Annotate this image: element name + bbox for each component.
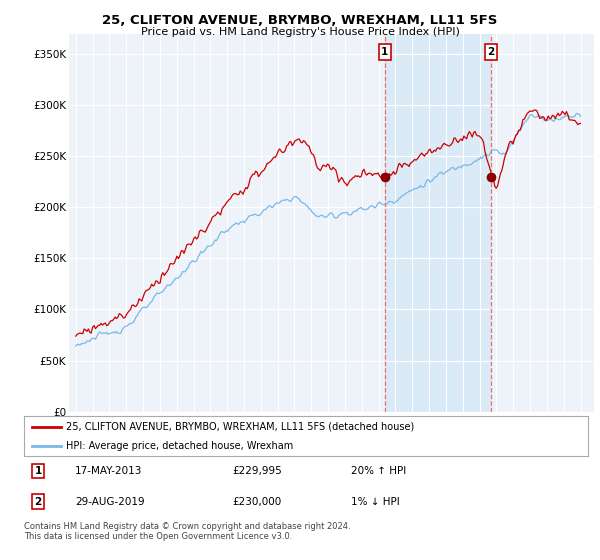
Text: 2: 2 [34, 497, 42, 507]
Text: £229,995: £229,995 [233, 466, 283, 476]
Text: 25, CLIFTON AVENUE, BRYMBO, WREXHAM, LL11 5FS (detached house): 25, CLIFTON AVENUE, BRYMBO, WREXHAM, LL1… [66, 422, 415, 432]
Text: 2: 2 [487, 47, 494, 57]
Text: £230,000: £230,000 [233, 497, 282, 507]
Text: HPI: Average price, detached house, Wrexham: HPI: Average price, detached house, Wrex… [66, 441, 293, 450]
Text: 17-MAY-2013: 17-MAY-2013 [75, 466, 142, 476]
Text: 20% ↑ HPI: 20% ↑ HPI [351, 466, 406, 476]
Text: 1: 1 [381, 47, 388, 57]
Bar [385, 34, 491, 412]
Text: Price paid vs. HM Land Registry's House Price Index (HPI): Price paid vs. HM Land Registry's House … [140, 27, 460, 37]
Text: 25, CLIFTON AVENUE, BRYMBO, WREXHAM, LL11 5FS: 25, CLIFTON AVENUE, BRYMBO, WREXHAM, LL1… [103, 14, 497, 27]
Text: Contains HM Land Registry data © Crown copyright and database right 2024.
This d: Contains HM Land Registry data © Crown c… [24, 522, 350, 542]
Text: 1% ↓ HPI: 1% ↓ HPI [351, 497, 400, 507]
Text: 1: 1 [34, 466, 42, 476]
Text: 29-AUG-2019: 29-AUG-2019 [75, 497, 145, 507]
